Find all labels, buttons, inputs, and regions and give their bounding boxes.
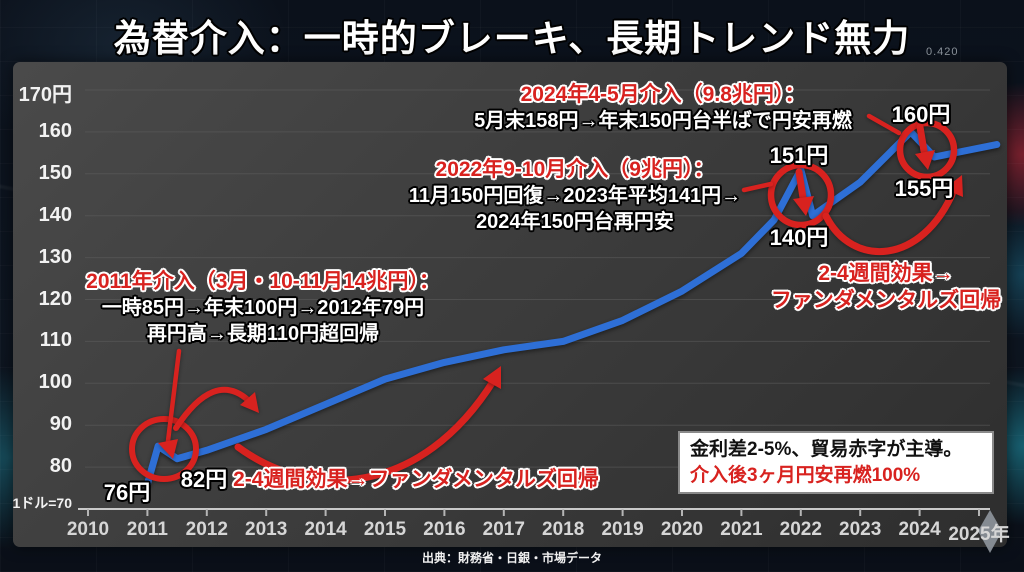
effect-label-right: 2-4週間効果→ ファンダメンタルズ回帰 — [771, 260, 1001, 314]
y-tick-90: 90 — [49, 413, 72, 436]
fundamentals-swoosh-right — [822, 186, 958, 255]
x-tick-label-2018: 2018 — [542, 519, 585, 540]
fundamentals-swoosh-left-arrowhead — [483, 366, 501, 389]
x-tick-label-2019: 2019 — [601, 519, 644, 540]
y-tick-140: 140 — [38, 203, 72, 226]
stats-box-line2: 介入後3ヶ月円安再燃100% — [690, 464, 921, 486]
x-tick-label-2015: 2015 — [363, 519, 407, 540]
y-tick-150: 150 — [38, 161, 72, 184]
source-credit: 出典：財務省・日銀・市場データ — [421, 551, 602, 565]
intervention-2011-circle — [129, 416, 199, 482]
x-tick-label-2010: 2010 — [66, 519, 110, 540]
intervention-2024-arrowhead — [915, 150, 935, 170]
annotation-2022-line1: 11月150円回復→2023年平均141円→ — [408, 185, 742, 207]
background-ticker-value: 0.420 — [926, 46, 959, 58]
effect-label-left: 2-4週間効果→ファンダメンタルズ回帰 — [233, 468, 599, 491]
fundamentals-swoosh-right-arrowhead — [944, 175, 963, 197]
x-tick-label-2022: 2022 — [779, 519, 822, 540]
stats-box: 金利差2-5%、貿易赤字が主導。 介入後3ヶ月円安再燃100% — [678, 431, 994, 494]
x-tick-label-2025: 2025年 — [948, 524, 1010, 545]
intervention-2022-connector-line — [741, 181, 774, 193]
price-label-82: 82円 — [180, 467, 228, 492]
y-tick-80: 80 — [49, 455, 72, 478]
annotation-2022: 2022年9-10月介入（9兆円）： 11月150円回復→2023年平均141円… — [409, 156, 741, 235]
annotation-2024-line1: 5月末158円→年末150円台半ばで円安再燃 — [474, 110, 852, 132]
x-axis-ticks — [87, 509, 980, 516]
x-tick-label-2020: 2020 — [660, 519, 704, 540]
x-tick-label-2016: 2016 — [423, 519, 466, 540]
price-label-155: 155円 — [894, 176, 954, 201]
intervention-2024-down-arrow — [916, 123, 928, 155]
price-label-151: 151円 — [769, 143, 829, 168]
intervention-2024-circle — [896, 119, 958, 181]
y-tick-110: 110 — [39, 329, 72, 352]
annotation-2011-line2: 再円高→長期110円超回帰 — [146, 323, 380, 345]
price-label-76: 76円 — [103, 480, 151, 505]
annotation-2011-title: 2011年介入（3月・10-11月14兆円）： — [86, 270, 440, 293]
intervention-2011-connector-line — [165, 348, 182, 444]
y-tick-100: 100 — [38, 371, 72, 394]
effect-label-right-line2: ファンダメンタルズ回帰 — [770, 289, 1002, 312]
intervention-2022-circle — [767, 161, 835, 229]
y-axis-base-label: 1ドル=70 — [12, 495, 72, 511]
x-tick-label-2014: 2014 — [304, 519, 347, 540]
axis-end-diamond-marker — [978, 510, 1002, 553]
annotation-2024-title: 2024年4-5月介入（9.8兆円）： — [520, 83, 806, 106]
annotation-2024: 2024年4-5月介入（9.8兆円）： 5月末158円→年末150円台半ばで円安… — [474, 81, 852, 134]
x-tick-label-2023: 2023 — [839, 519, 882, 540]
y-tick-170: 170円 — [18, 84, 72, 106]
intervention-2011-arrowhead — [158, 439, 178, 459]
x-tick-label-2017: 2017 — [482, 519, 525, 540]
annotation-2022-title: 2022年9-10月介入（9兆円）： — [435, 158, 715, 181]
x-tick-label-2021: 2021 — [720, 519, 763, 540]
effect-label-right-line1: 2-4週間効果→ — [818, 262, 954, 285]
x-tick-label-2024: 2024 — [898, 519, 941, 540]
x-tick-label-2012: 2012 — [185, 519, 228, 540]
page-title: 為替介入：一時的ブレーキ、長期トレンド無力 — [113, 18, 911, 59]
y-tick-130: 130 — [38, 245, 72, 268]
y-tick-160: 160 — [38, 119, 72, 142]
intervention-2022-arrowhead — [793, 196, 814, 216]
price-label-160: 160円 — [891, 102, 951, 127]
fundamentals-swoosh-left — [234, 376, 498, 484]
usdjpy-line — [143, 128, 1001, 488]
intervention-2024-connector-line — [866, 113, 902, 136]
intervention-annotations — [129, 113, 963, 484]
intervention-2022-down-arrow — [795, 168, 807, 202]
stats-box-line1: 金利差2-5%、貿易赤字が主導。 — [690, 438, 963, 460]
rebound-2011-arrowhead — [240, 392, 259, 413]
annotation-2011: 2011年介入（3月・10-11月14兆円）： 一時85円→年末100円→201… — [86, 268, 440, 347]
rebound-2011-arc-arrow — [173, 386, 251, 431]
x-tick-label-2013: 2013 — [245, 519, 288, 540]
x-tick-label-2011: 2011 — [126, 519, 168, 540]
y-tick-120: 120 — [38, 287, 72, 310]
price-label-140: 140円 — [769, 225, 829, 250]
annotation-2011-line1: 一時85円→年末100円→2012年79円 — [101, 297, 425, 319]
annotation-2022-line2: 2024年150円台再円安 — [476, 211, 674, 233]
